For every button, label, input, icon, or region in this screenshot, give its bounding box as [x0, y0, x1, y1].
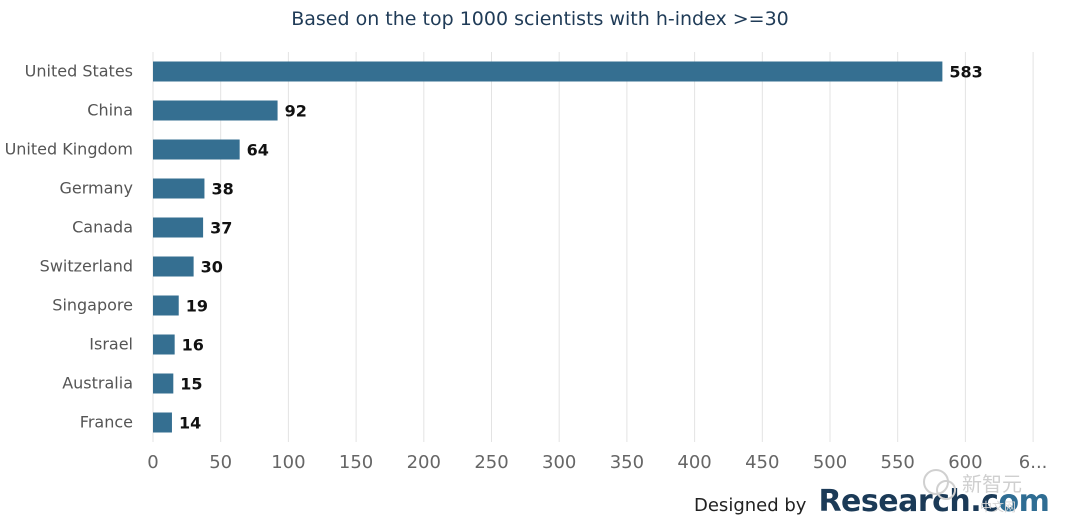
bar[interactable]: [153, 334, 175, 355]
category-label: United Kingdom: [5, 140, 133, 159]
x-tick-label: 150: [339, 452, 373, 473]
brand-accent: om: [998, 484, 1050, 519]
data-label: 38: [211, 180, 233, 199]
category-label: Canada: [72, 218, 133, 237]
data-label: 64: [247, 141, 269, 160]
watermark-text: 新智元: [962, 472, 1022, 496]
x-axis-ticks: 0 50 100 150 200 250 300 350 400 450 500 550 600 6...: [147, 452, 1047, 473]
brand-main: Research.c: [818, 484, 999, 519]
category-label: United States: [25, 62, 133, 81]
watermark-icon: [923, 469, 956, 500]
data-label: 19: [186, 297, 208, 316]
bar[interactable]: [153, 61, 943, 82]
gridlines: [152, 52, 1034, 442]
brand-logo[interactable]: Research.com: [818, 484, 1049, 519]
x-tick-label: 350: [610, 452, 644, 473]
x-tick-label: 450: [745, 452, 779, 473]
data-labels: 583 92 64 38 37 30 19 16 15 14: [179, 63, 983, 433]
category-label: Singapore: [52, 296, 133, 315]
data-label: 92: [285, 102, 307, 121]
bar[interactable]: [153, 256, 194, 277]
bar[interactable]: [153, 178, 205, 199]
x-tick-label: 100: [271, 452, 305, 473]
x-tick-label: 600: [948, 452, 982, 473]
bar[interactable]: [153, 295, 179, 316]
x-tick-label: 0: [147, 452, 158, 473]
x-tick-label: 400: [677, 452, 711, 473]
data-label: 37: [210, 219, 232, 238]
x-tick-label: 500: [813, 452, 847, 473]
data-label: 15: [180, 375, 202, 394]
bar[interactable]: [153, 373, 174, 394]
category-labels: United States China United Kingdom Germany C…: [5, 62, 133, 432]
watermark: 新智元 中文网: [920, 462, 1060, 522]
data-label: 14: [179, 414, 201, 433]
category-label: China: [87, 101, 133, 120]
data-label: 16: [182, 336, 204, 355]
x-tick-label: 550: [881, 452, 915, 473]
x-tick-label: 50: [209, 452, 232, 473]
x-tick-label: 200: [407, 452, 441, 473]
category-label: Australia: [62, 374, 133, 393]
category-label: Switzerland: [40, 257, 133, 276]
chart-title: Based on the top 1000 scientists with h-…: [291, 8, 789, 30]
bar[interactable]: [153, 217, 204, 238]
category-label: France: [80, 413, 133, 432]
bar[interactable]: [153, 412, 172, 433]
bars: [153, 61, 943, 433]
data-label: 30: [201, 258, 223, 277]
x-tick-label: 300: [542, 452, 576, 473]
category-label: Israel: [89, 335, 133, 354]
bar[interactable]: [153, 100, 278, 121]
data-label: 583: [949, 63, 982, 82]
credit-prefix: Designed by: [694, 495, 807, 516]
category-label: Germany: [59, 179, 133, 198]
watermark-sub: 中文网: [980, 500, 1017, 514]
bar[interactable]: [153, 139, 240, 160]
x-tick-label: 6...: [1019, 452, 1048, 473]
x-tick-label: 250: [474, 452, 508, 473]
credit-line: Designed by Research.com: [694, 484, 1050, 519]
